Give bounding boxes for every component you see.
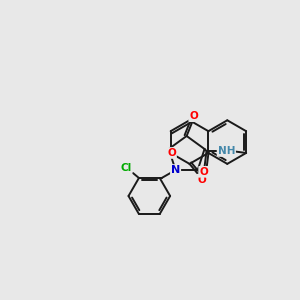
- Text: N: N: [171, 165, 180, 175]
- Text: O: O: [167, 148, 176, 158]
- Text: NH: NH: [218, 146, 235, 156]
- Text: O: O: [197, 175, 206, 185]
- Text: O: O: [199, 167, 208, 177]
- Text: O: O: [189, 111, 198, 121]
- Text: Cl: Cl: [120, 163, 132, 173]
